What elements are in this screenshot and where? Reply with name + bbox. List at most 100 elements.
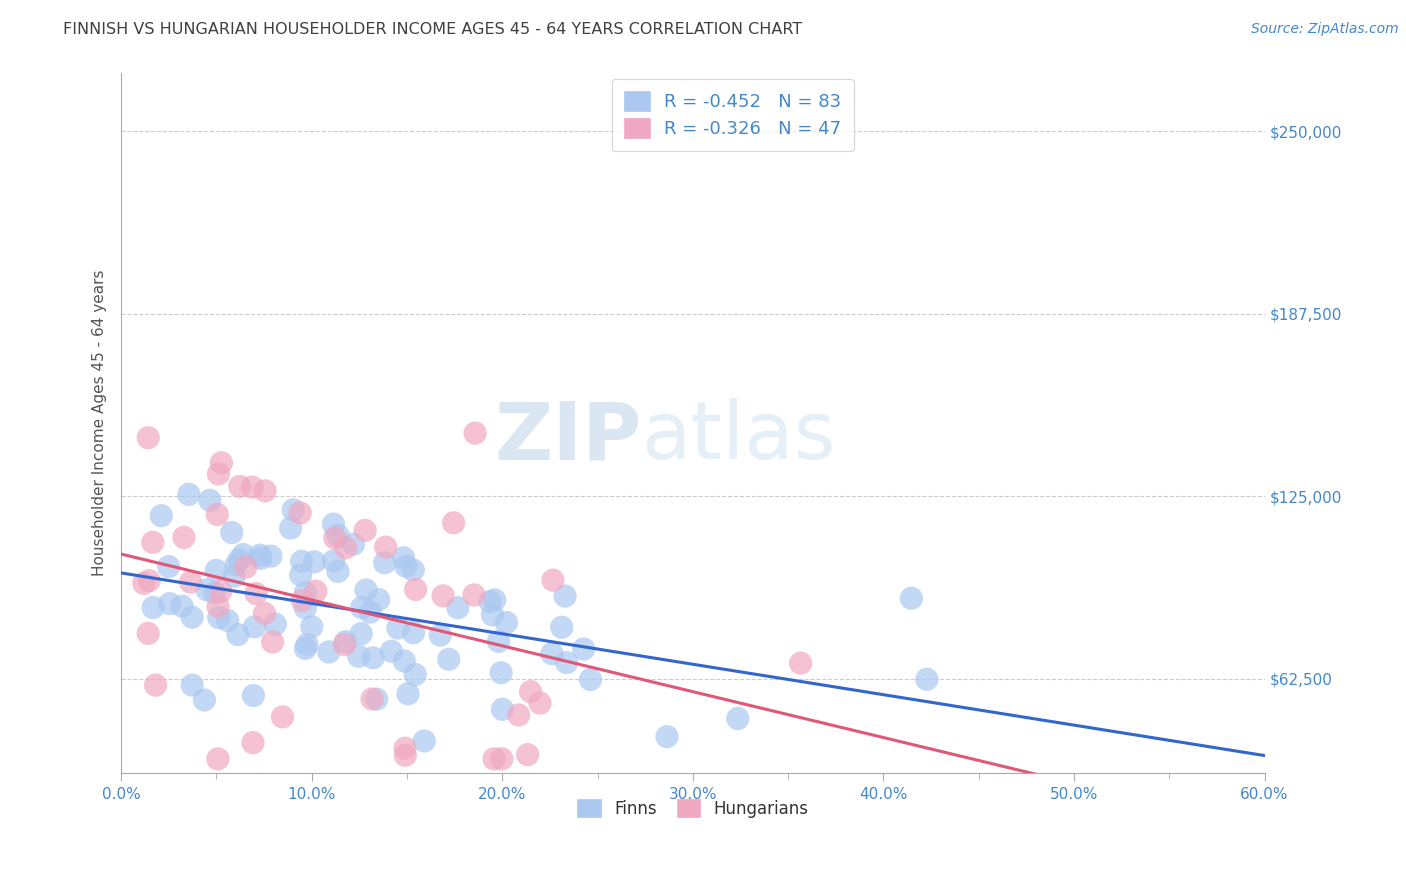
Point	[294, 641, 316, 656]
Point	[243, 620, 266, 634]
Point	[789, 656, 811, 670]
Point	[136, 431, 159, 445]
Point	[142, 535, 165, 549]
Point	[394, 654, 416, 668]
Point	[209, 456, 232, 470]
Point	[264, 617, 287, 632]
Point	[394, 741, 416, 756]
Point	[249, 551, 271, 566]
Point	[335, 541, 357, 555]
Point	[540, 647, 562, 661]
Point	[207, 508, 229, 522]
Point	[240, 480, 263, 494]
Point	[405, 582, 427, 597]
Point	[291, 554, 314, 568]
Text: ZIP: ZIP	[494, 398, 641, 476]
Point	[489, 665, 512, 680]
Point	[225, 558, 247, 572]
Point	[463, 588, 485, 602]
Point	[519, 684, 541, 698]
Point	[915, 673, 938, 687]
Point	[224, 569, 246, 583]
Point	[260, 549, 283, 563]
Point	[350, 626, 373, 640]
Point	[226, 627, 249, 641]
Point	[402, 563, 425, 577]
Point	[326, 565, 349, 579]
Point	[478, 595, 501, 609]
Point	[209, 584, 232, 599]
Point	[157, 559, 180, 574]
Point	[347, 649, 370, 664]
Point	[555, 656, 578, 670]
Point	[207, 752, 229, 766]
Point	[396, 687, 419, 701]
Point	[367, 592, 389, 607]
Point	[322, 554, 344, 568]
Point	[245, 586, 267, 600]
Point	[217, 614, 239, 628]
Point	[342, 537, 364, 551]
Point	[579, 673, 602, 687]
Point	[374, 540, 396, 554]
Point	[208, 610, 231, 624]
Point	[262, 635, 284, 649]
Point	[177, 487, 200, 501]
Point	[484, 593, 506, 607]
Point	[221, 525, 243, 540]
Point	[392, 550, 415, 565]
Point	[335, 634, 357, 648]
Point	[481, 607, 503, 622]
Point	[305, 584, 328, 599]
Point	[242, 736, 264, 750]
Point	[359, 605, 381, 619]
Point	[204, 586, 226, 600]
Point	[150, 508, 173, 523]
Point	[354, 524, 377, 538]
Point	[572, 642, 595, 657]
Point	[350, 600, 373, 615]
Point	[159, 597, 181, 611]
Point	[447, 600, 470, 615]
Point	[235, 560, 257, 574]
Point	[551, 620, 574, 634]
Point	[323, 531, 346, 545]
Point	[173, 531, 195, 545]
Point	[181, 610, 204, 624]
Point	[136, 626, 159, 640]
Point	[198, 493, 221, 508]
Point	[304, 555, 326, 569]
Point	[294, 600, 316, 615]
Point	[491, 702, 513, 716]
Point	[495, 615, 517, 630]
Legend: Finns, Hungarians: Finns, Hungarians	[571, 793, 815, 824]
Point	[464, 426, 486, 441]
Point	[354, 582, 377, 597]
Y-axis label: Householder Income Ages 45 - 64 years: Householder Income Ages 45 - 64 years	[93, 270, 107, 576]
Point	[180, 575, 202, 590]
Point	[516, 747, 538, 762]
Point	[253, 607, 276, 621]
Point	[291, 593, 314, 607]
Point	[145, 678, 167, 692]
Point	[290, 506, 312, 520]
Point	[374, 556, 396, 570]
Point	[318, 645, 340, 659]
Point	[429, 628, 451, 642]
Point	[228, 553, 250, 567]
Point	[491, 752, 513, 766]
Point	[482, 752, 505, 766]
Point	[271, 710, 294, 724]
Point	[170, 599, 193, 614]
Point	[301, 620, 323, 634]
Point	[290, 568, 312, 582]
Point	[402, 625, 425, 640]
Point	[361, 650, 384, 665]
Point	[232, 548, 254, 562]
Point	[727, 712, 749, 726]
Point	[900, 591, 922, 606]
Point	[395, 559, 418, 574]
Point	[281, 503, 304, 517]
Point	[333, 638, 356, 652]
Point	[242, 689, 264, 703]
